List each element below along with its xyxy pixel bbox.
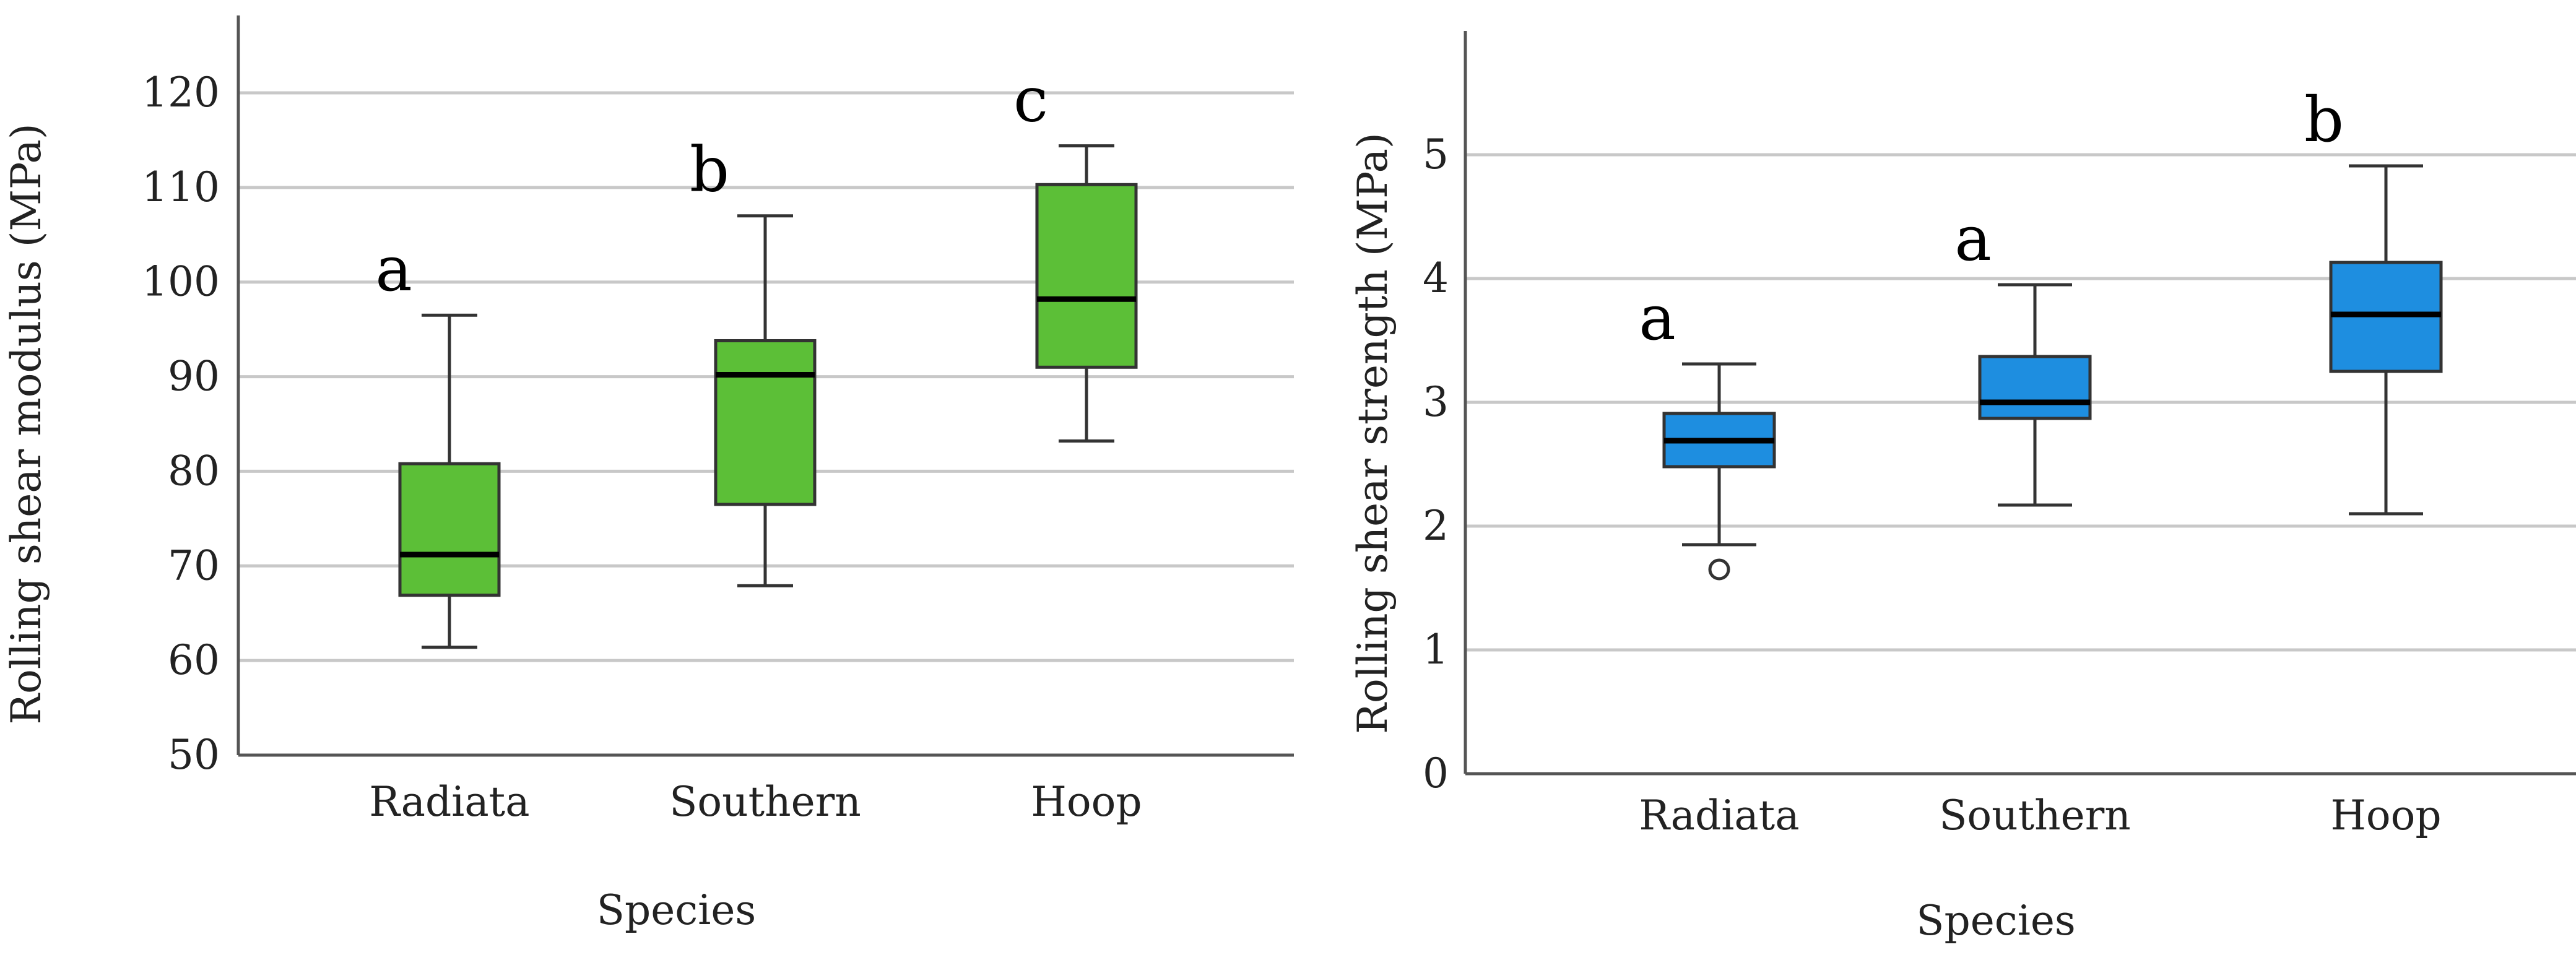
modulus-y-tick-label: 90 [168,353,220,400]
modulus-category-label: Southern [669,778,861,826]
strength-significance-label: b [2304,84,2344,156]
strength-y-tick-label: 1 [1423,626,1449,673]
strength-y-tick-label: 0 [1423,750,1449,797]
strength-y-tick-label: 2 [1423,502,1449,550]
modulus-y-tick-label: 100 [142,258,220,306]
modulus-y-tick-label: 60 [168,636,220,684]
modulus-y-axis-title: Rolling shear modulus (MPa) [2,123,50,724]
modulus-category-label: Hoop [1031,778,1142,826]
modulus-box-radiata [398,462,501,597]
strength-box-southern [1978,355,2092,420]
modulus-y-tick-label: 50 [168,731,220,779]
modulus-y-tick-label: 70 [168,542,220,589]
modulus-y-tick-label: 120 [142,69,220,116]
modulus-significance-label: c [1013,64,1048,136]
modulus-category-label: Radiata [369,778,529,826]
modulus-y-tick-label: 110 [142,163,220,211]
strength-y-tick-label: 4 [1423,254,1449,302]
strength-category-label: Radiata [1639,792,1799,839]
modulus-significance-label: a [375,233,412,305]
strength-category-label: Southern [1939,792,2131,839]
modulus-y-tick-label: 80 [168,447,220,495]
modulus-box-hoop [1035,183,1138,369]
strength-outlier-point [1708,558,1730,581]
strength-x-axis-title: Species [1916,897,2076,945]
strength-y-axis-title: Rolling shear strength (MPa) [1349,132,1397,733]
modulus-box-southern [714,339,817,506]
strength-significance-label: a [1954,202,1992,275]
modulus-x-axis-title: Species [597,886,757,934]
strength-y-tick-label: 3 [1423,378,1449,426]
strength-significance-label: a [1639,282,1676,354]
strength-category-label: Hoop [2330,792,2441,839]
strength-y-tick-label: 5 [1423,131,1449,178]
modulus-significance-label: b [690,134,729,206]
